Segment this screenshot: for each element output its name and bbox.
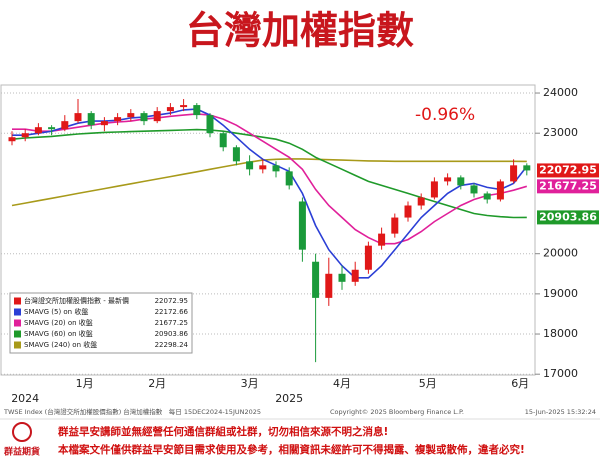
candle-body <box>61 121 69 130</box>
ma-line <box>11 158 527 207</box>
y-tick-label: 20000 <box>543 247 578 260</box>
candle-body <box>259 165 267 170</box>
candle-body <box>430 181 438 198</box>
candle-body <box>523 165 531 171</box>
legend-value: 22172.66 <box>155 308 189 316</box>
legend-value: 20903.86 <box>155 330 189 338</box>
price-box-label: 21677.25 <box>539 179 597 192</box>
legend-label: SMAVG (60) on 收盤 <box>24 329 93 338</box>
x-tick-label: 1月 <box>76 377 94 390</box>
candle-body <box>219 133 227 148</box>
legend-swatch <box>14 297 21 305</box>
x-tick-label: 6月 <box>511 377 529 390</box>
candle-body <box>496 181 504 200</box>
candle-body <box>444 177 452 182</box>
logo-icon <box>12 422 32 442</box>
candle-body <box>127 113 135 118</box>
legend-label: 台灣證交所加權股價指數 - 最新價 <box>24 296 129 305</box>
candle-body <box>298 201 306 250</box>
legend-label: SMAVG (20) on 收盤 <box>24 318 93 327</box>
logo: 群益期貨 <box>3 446 40 458</box>
candle-body <box>34 127 42 134</box>
candle-body <box>272 165 280 172</box>
y-tick-label: 17000 <box>543 367 578 380</box>
price-box <box>537 163 599 178</box>
price-box <box>537 210 599 225</box>
legend-swatch <box>14 308 21 316</box>
candle-body <box>153 111 161 122</box>
legend-label: SMAVG (240) on 收盤 <box>24 340 97 349</box>
candle-body <box>470 185 478 194</box>
candle-body <box>378 233 386 246</box>
candle-body <box>166 107 174 112</box>
legend-label: SMAVG (5) on 收盤 <box>24 307 88 316</box>
price-box <box>537 179 599 194</box>
y-tick-label: 24000 <box>543 86 578 99</box>
candle-body <box>364 245 372 270</box>
candle-body <box>193 105 201 116</box>
price-box-label: 20903.86 <box>539 210 597 223</box>
candle-body <box>8 137 16 142</box>
candle-body <box>246 161 254 170</box>
x-tick-label: 5月 <box>419 377 437 390</box>
candle-body <box>74 113 82 122</box>
legend-swatch <box>14 341 21 349</box>
legend-swatch <box>14 319 21 327</box>
candle-body <box>140 113 148 122</box>
candle-body <box>114 117 122 122</box>
ma-lines <box>11 108 528 279</box>
legend-value: 22072.95 <box>155 297 188 305</box>
candle-body <box>338 273 346 282</box>
candle-body <box>285 171 293 186</box>
footer-copyright: Copyright© 2025 Bloomberg Finance L.P. <box>330 408 464 416</box>
x-tick-label: 4月 <box>333 377 351 390</box>
ma-line <box>11 128 527 219</box>
candle-body <box>457 177 465 186</box>
candle-body <box>232 147 240 162</box>
candle-body <box>483 193 491 200</box>
legend-value: 22298.24 <box>155 341 189 349</box>
disclaimer: 群益早安講師並無經營任何通信群組或社群，切勿相信來源不明之消息! <box>58 425 388 438</box>
candle-body <box>87 113 95 126</box>
disclaimer: 本檔案文件僅供群益早安節目需求使用及參考，相關資訊未經許可不得揭露、複製或散佈，… <box>58 443 525 456</box>
chart-title: 台灣加權指數 <box>186 9 414 53</box>
legend-box <box>9 292 193 354</box>
legend-value: 21677.25 <box>155 319 188 327</box>
annotation: -0.96% <box>415 105 475 125</box>
candle-body <box>312 261 320 298</box>
candle-body <box>21 133 29 138</box>
candle-body <box>417 197 425 206</box>
candle-body <box>48 127 56 130</box>
footer-source: TWSE Index (台灣證交所加權股價指數) 台灣加權指數 每日 15DEC… <box>3 407 261 416</box>
y-tick-label: 23000 <box>543 126 578 139</box>
price-box-label: 22072.95 <box>539 163 597 176</box>
candle-body <box>325 273 333 298</box>
year-label: 2025 <box>275 392 303 405</box>
year-label: 2024 <box>11 392 39 405</box>
x-tick-label: 3月 <box>241 377 259 390</box>
candle-body <box>391 217 399 234</box>
ma-line <box>12 108 528 279</box>
ma-line <box>12 113 528 245</box>
candle-body <box>351 269 359 282</box>
x-tick-label: 2月 <box>148 377 166 390</box>
legend-swatch <box>14 330 21 338</box>
candle-body <box>100 121 108 126</box>
footer-timestamp: 15-Jun-2025 15:32:24 <box>525 408 596 416</box>
y-tick-label: 18000 <box>543 327 578 340</box>
candle-body <box>206 115 214 134</box>
candle-body <box>180 105 188 108</box>
y-tick-label: 19000 <box>543 287 578 300</box>
candle-body <box>404 205 412 218</box>
candle-body <box>510 165 518 182</box>
